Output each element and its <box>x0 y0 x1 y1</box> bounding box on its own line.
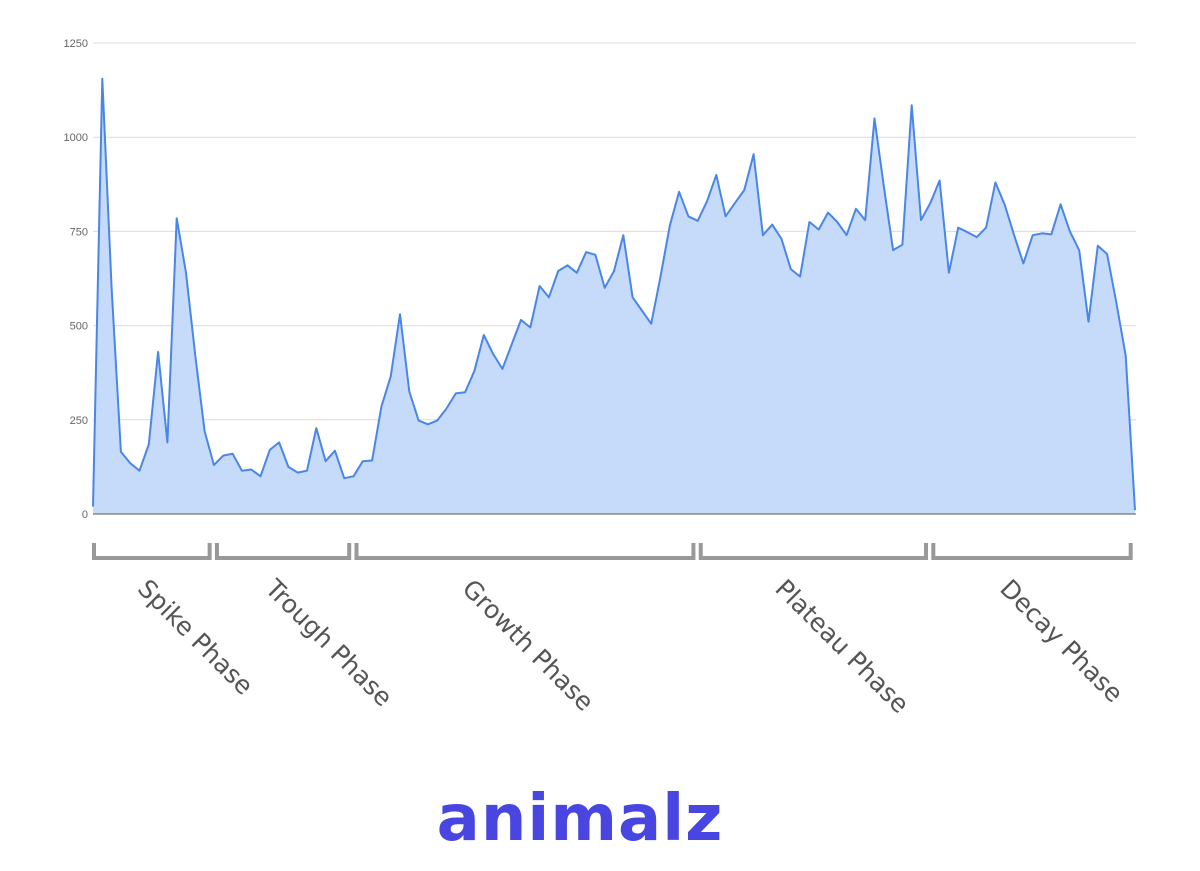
y-tick-label: 1250 <box>64 38 88 50</box>
y-tick-label: 0 <box>82 509 88 521</box>
animalz-logo: animalz <box>436 782 724 856</box>
series-line <box>92 77 1136 511</box>
phase-label: Plateau Phase <box>770 574 915 719</box>
area-fill <box>93 78 1135 515</box>
bracket <box>214 543 352 560</box>
y-tick-label: 750 <box>70 226 88 238</box>
bracket <box>354 543 696 560</box>
phase-bracket-decay-phase: Decay Phase <box>931 543 1133 708</box>
bracket <box>931 543 1133 560</box>
phase-label: Trough Phase <box>259 573 398 712</box>
y-tick-label: 250 <box>70 415 88 427</box>
phase-label: Growth Phase <box>457 574 600 717</box>
phase-label: Decay Phase <box>994 574 1128 708</box>
bracket <box>698 543 929 560</box>
phase-bracket-plateau-phase: Plateau Phase <box>698 543 929 719</box>
bracket <box>92 543 212 560</box>
phase-brackets: Spike Phase Trough Phase Growth Phase Plate… <box>92 543 1133 719</box>
y-tick-label: 500 <box>70 321 88 333</box>
y-tick-label: 1000 <box>64 132 88 144</box>
phase-bracket-spike-phase: Spike Phase <box>92 543 259 701</box>
y-axis-ticks: 0 250 500 750 1000 1250 <box>64 38 88 521</box>
phase-bracket-growth-phase: Growth Phase <box>354 543 696 717</box>
phase-label: Spike Phase <box>132 574 259 701</box>
